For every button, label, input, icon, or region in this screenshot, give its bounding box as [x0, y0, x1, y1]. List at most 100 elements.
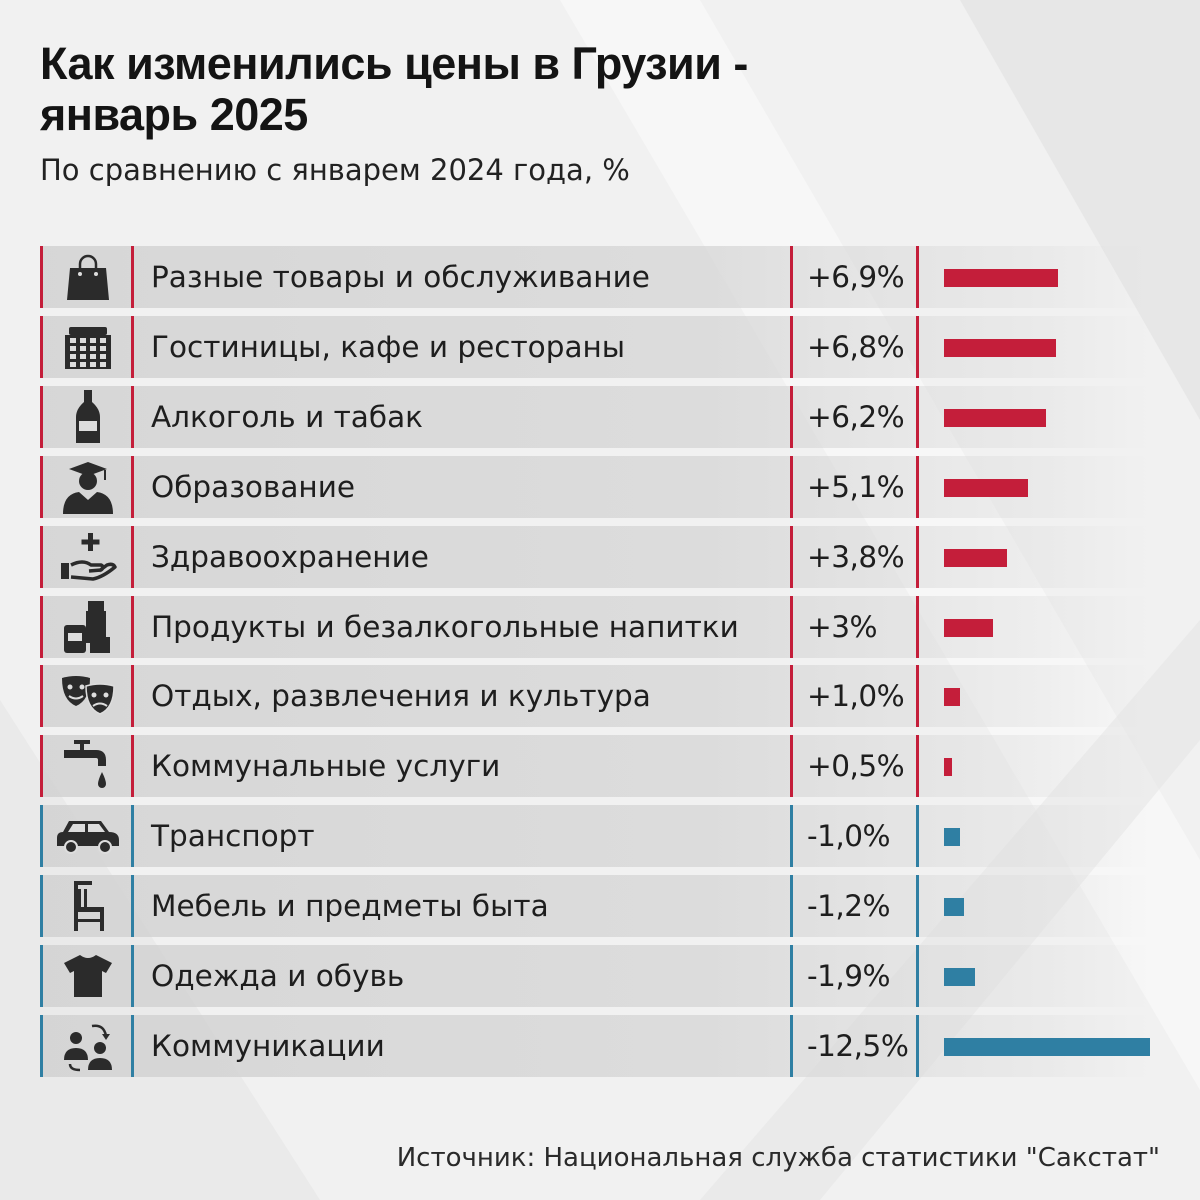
row-accent-line [40, 316, 43, 378]
row-accent-line [40, 875, 43, 937]
water-tap-icon [50, 737, 126, 795]
bar [944, 688, 960, 706]
row-accent-line [40, 805, 43, 867]
category-label: Разные товары и обслуживание [151, 260, 650, 294]
bar-separator-line [916, 526, 919, 588]
car-icon [50, 807, 126, 865]
health-care-icon [50, 528, 126, 586]
icon-separator-line [131, 316, 134, 378]
value-separator-line [790, 805, 793, 867]
category-label: Гостиницы, кафе и рестораны [151, 330, 626, 364]
chart-title-line1: Как изменились цены в Грузии - [40, 38, 748, 89]
value-separator-line [790, 665, 793, 727]
value-separator-line [790, 456, 793, 518]
value-label: +0,5% [807, 749, 905, 783]
value-separator-line [790, 526, 793, 588]
value-label: +3% [807, 610, 878, 644]
value-separator-line [790, 1015, 793, 1077]
row-background [40, 875, 1150, 937]
value-separator-line [790, 945, 793, 1007]
icon-separator-line [131, 596, 134, 658]
category-label: Образование [151, 470, 356, 504]
bar [944, 479, 1028, 497]
graduate-icon [50, 458, 126, 516]
chart-row: Гостиницы, кафе и рестораны +6,8% [40, 316, 1150, 378]
category-label: Продукты и безалкогольные напитки [151, 610, 739, 644]
chart-subtitle: По сравнению с январем 2024 года, % [40, 153, 630, 187]
bar [944, 549, 1007, 567]
row-background [40, 665, 1150, 727]
theater-masks-icon [50, 667, 126, 725]
row-accent-line [40, 665, 43, 727]
bar [944, 269, 1058, 287]
chart-row: Мебель и предметы быта -1,2% [40, 875, 1150, 937]
chart-row: Образование +5,1% [40, 456, 1150, 518]
bar-chart: Разные товары и обслуживание +6,9% Гостини… [40, 246, 1150, 1086]
row-accent-line [40, 526, 43, 588]
icon-separator-line [131, 526, 134, 588]
people-communication-icon [50, 1017, 126, 1075]
chart-row: Коммуникации -12,5% [40, 1015, 1150, 1077]
row-accent-line [40, 735, 43, 797]
row-accent-line [40, 456, 43, 518]
category-label: Отдых, развлечения и культура [151, 679, 651, 713]
value-label: +5,1% [807, 470, 905, 504]
chair-icon [50, 877, 126, 935]
bar [944, 828, 960, 846]
value-label: +3,8% [807, 540, 905, 574]
bar-separator-line [916, 665, 919, 727]
row-accent-line [40, 596, 43, 658]
category-label: Коммуникации [151, 1029, 385, 1063]
value-label: +6,8% [807, 330, 905, 364]
chart-row: Продукты и безалкогольные напитки +3% [40, 596, 1150, 658]
shopping-bag-icon [50, 248, 126, 306]
chart-row: Здравоохранение +3,8% [40, 526, 1150, 588]
category-label: Мебель и предметы быта [151, 889, 549, 923]
bar-separator-line [916, 875, 919, 937]
chart-title-line2: январь 2025 [40, 89, 308, 140]
value-label: -1,0% [807, 819, 891, 853]
category-label: Здравоохранение [151, 540, 429, 574]
row-background [40, 805, 1150, 867]
category-label: Коммунальные услуги [151, 749, 501, 783]
row-accent-line [40, 1015, 43, 1077]
value-separator-line [790, 246, 793, 308]
bar-separator-line [916, 596, 919, 658]
bar [944, 758, 952, 776]
value-separator-line [790, 735, 793, 797]
row-accent-line [40, 386, 43, 448]
icon-separator-line [131, 665, 134, 727]
value-label: -1,2% [807, 889, 891, 923]
value-label: -12,5% [807, 1029, 909, 1063]
bar [944, 409, 1046, 427]
chart-row: Транспорт -1,0% [40, 805, 1150, 867]
bar [944, 898, 964, 916]
chart-row: Отдых, развлечения и культура +1,0% [40, 665, 1150, 727]
bar-separator-line [916, 456, 919, 518]
icon-separator-line [131, 875, 134, 937]
category-label: Одежда и обувь [151, 959, 405, 993]
value-label: +1,0% [807, 679, 905, 713]
bar-separator-line [916, 316, 919, 378]
category-label: Алкоголь и табак [151, 400, 423, 434]
icon-separator-line [131, 456, 134, 518]
value-separator-line [790, 875, 793, 937]
chart-row: Разные товары и обслуживание +6,9% [40, 246, 1150, 308]
bar [944, 339, 1056, 357]
value-separator-line [790, 386, 793, 448]
bar-separator-line [916, 735, 919, 797]
icon-separator-line [131, 1015, 134, 1077]
value-label: +6,2% [807, 400, 905, 434]
bar-separator-line [916, 246, 919, 308]
icon-separator-line [131, 735, 134, 797]
icon-separator-line [131, 805, 134, 867]
bar-separator-line [916, 805, 919, 867]
bar [944, 1038, 1150, 1056]
value-label: -1,9% [807, 959, 891, 993]
row-accent-line [40, 246, 43, 308]
bottle-icon [50, 388, 126, 446]
icon-separator-line [131, 246, 134, 308]
value-label: +6,9% [807, 260, 905, 294]
bar-separator-line [916, 386, 919, 448]
bar-separator-line [916, 945, 919, 1007]
